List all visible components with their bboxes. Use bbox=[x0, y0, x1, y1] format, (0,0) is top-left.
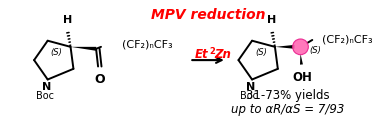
Text: (S): (S) bbox=[309, 46, 321, 55]
Text: Zn: Zn bbox=[214, 48, 231, 61]
Text: Boc: Boc bbox=[36, 91, 54, 101]
Text: 31-73% yields: 31-73% yields bbox=[246, 89, 330, 102]
Text: (CF₂)ₙCF₃: (CF₂)ₙCF₃ bbox=[322, 35, 373, 45]
Text: H: H bbox=[267, 15, 277, 25]
Polygon shape bbox=[275, 45, 294, 49]
Text: Boc: Boc bbox=[240, 91, 258, 101]
Text: OH: OH bbox=[293, 71, 312, 84]
Text: (S): (S) bbox=[255, 48, 267, 57]
Text: MPV reduction: MPV reduction bbox=[151, 8, 265, 22]
Text: N: N bbox=[246, 82, 256, 92]
Ellipse shape bbox=[293, 39, 308, 55]
Polygon shape bbox=[300, 54, 303, 65]
Text: up to αR/αS = 7/93: up to αR/αS = 7/93 bbox=[231, 103, 344, 116]
Text: O: O bbox=[94, 73, 105, 86]
Text: H: H bbox=[63, 15, 72, 25]
Text: N: N bbox=[42, 82, 51, 92]
Text: (CF₂)ₙCF₃: (CF₂)ₙCF₃ bbox=[122, 40, 172, 50]
Text: (S): (S) bbox=[51, 48, 63, 57]
Text: Et: Et bbox=[194, 48, 208, 61]
Polygon shape bbox=[71, 47, 96, 51]
Text: 2: 2 bbox=[209, 47, 215, 56]
